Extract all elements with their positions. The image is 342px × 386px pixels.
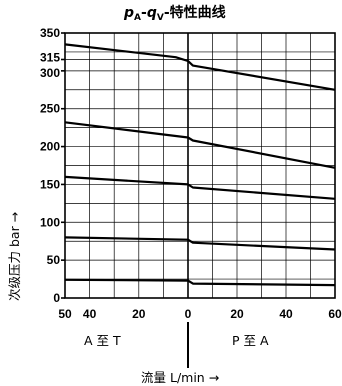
region-label-a-to-t: A 至 T <box>84 333 121 348</box>
y-tick-label: 200 <box>40 140 60 154</box>
y-tick-label: 0 <box>53 291 60 305</box>
series-line-5 <box>64 278 336 287</box>
grid-lines <box>65 33 335 298</box>
plot-frame <box>64 32 336 299</box>
y-tick-label: 150 <box>40 177 60 191</box>
series-line-4 <box>64 236 336 251</box>
series-line-3 <box>64 175 336 200</box>
x-tick-label: 20 <box>230 307 244 321</box>
y-tick-label: 315 <box>40 51 60 65</box>
x-tick-label: 40 <box>83 307 97 321</box>
series-group <box>64 43 336 287</box>
y-tick-label: 100 <box>40 215 60 229</box>
series-line-2 <box>64 121 336 169</box>
chart-title: pA-qV-特性曲线 <box>123 4 226 23</box>
x-tick-labels: 50 40 20 0 20 40 60 <box>58 307 342 321</box>
x-tick-label: 40 <box>279 307 293 321</box>
x-tick-label: 0 <box>185 307 192 321</box>
x-tick-label: 20 <box>132 307 146 321</box>
y-tick-label: 50 <box>47 253 61 267</box>
x-tick-label: 50 <box>58 307 72 321</box>
series-line-1 <box>64 43 336 91</box>
y-tick-label: 250 <box>40 102 60 116</box>
axes <box>64 32 336 299</box>
x-axis-label: 流量 L/min → <box>141 370 219 385</box>
region-label-p-to-a: P 至 A <box>232 333 269 348</box>
y-axis-label: 次级压力 bar → <box>7 212 22 301</box>
x-tick-label: 60 <box>328 307 342 321</box>
y-tick-label: 350 <box>40 26 60 40</box>
y-tick-label: 300 <box>40 66 60 80</box>
